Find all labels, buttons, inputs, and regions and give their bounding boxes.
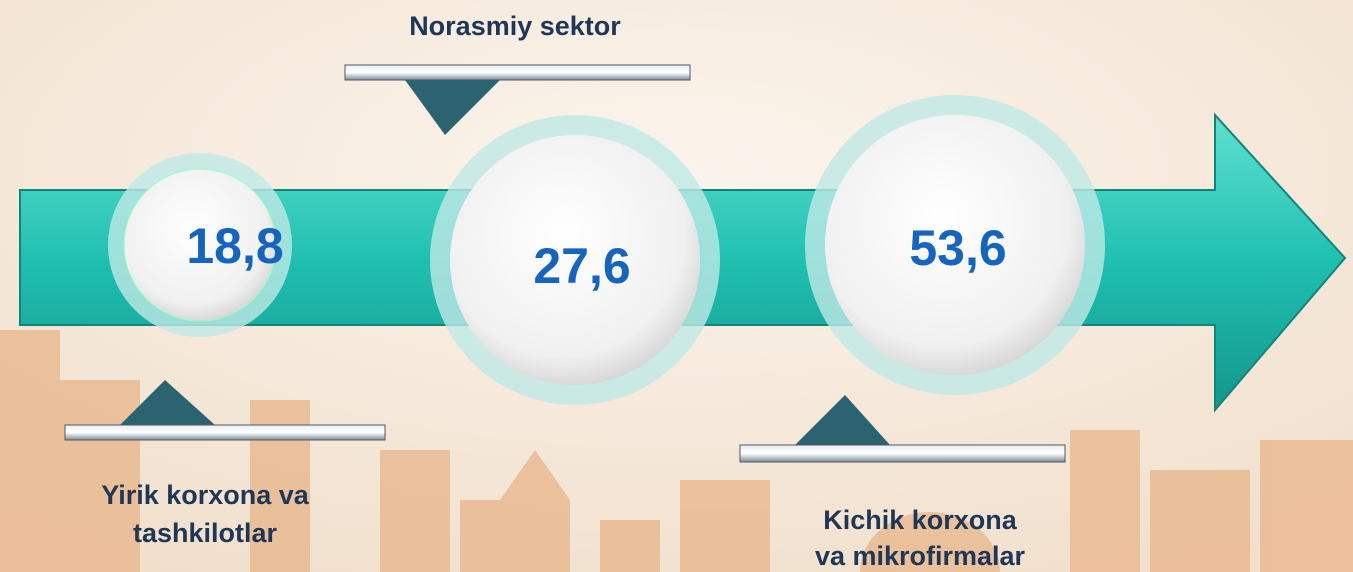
node-1: 18,8 Yirik korxona va tashkilotlar <box>64 153 386 548</box>
value: 27,6 <box>533 238 630 294</box>
label: va mikrofirmalar <box>815 541 1026 571</box>
label: tashkilotlar <box>133 518 278 548</box>
value: 53,6 <box>909 220 1006 276</box>
value: 18,8 <box>186 218 283 274</box>
label: Yirik korxona va <box>101 480 310 510</box>
label: Norasmiy sektor <box>409 11 621 41</box>
node-3: 53,6 Kichik korxona va mikrofirmalar <box>739 95 1105 571</box>
node-2: 27,6 Norasmiy sektor <box>344 11 720 405</box>
label: Kichik korxona <box>823 505 1018 535</box>
